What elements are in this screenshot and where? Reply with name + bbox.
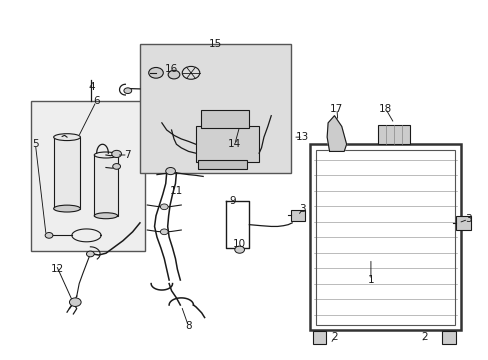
Circle shape [160, 229, 168, 235]
Text: 7: 7 [124, 150, 131, 160]
Text: 15: 15 [208, 39, 222, 49]
Text: 9: 9 [228, 197, 235, 206]
Circle shape [148, 67, 163, 78]
Ellipse shape [94, 152, 117, 158]
Circle shape [168, 70, 180, 79]
Text: 3: 3 [299, 203, 305, 213]
Bar [30, 102, 144, 251]
Bar [312, 331, 325, 343]
Text: 13: 13 [296, 132, 309, 142]
Text: 17: 17 [329, 104, 343, 113]
Bar [140, 44, 290, 173]
Text: 14: 14 [228, 139, 241, 149]
Circle shape [160, 204, 168, 210]
Text: 11: 11 [169, 186, 183, 196]
Text: 1: 1 [367, 275, 373, 285]
Bar [201, 111, 249, 128]
Bar [455, 216, 469, 230]
Text: 16: 16 [164, 64, 178, 74]
Bar [442, 331, 455, 343]
Bar [54, 137, 80, 208]
Bar [315, 150, 454, 325]
Bar [309, 144, 460, 330]
Polygon shape [326, 116, 346, 152]
Text: 18: 18 [378, 104, 391, 113]
Bar [196, 126, 259, 162]
Ellipse shape [94, 213, 117, 219]
Ellipse shape [54, 134, 80, 140]
Text: 4: 4 [88, 82, 95, 92]
Circle shape [112, 150, 121, 157]
Circle shape [86, 251, 94, 257]
Circle shape [234, 246, 244, 253]
Circle shape [69, 298, 81, 306]
Text: 6: 6 [93, 96, 100, 107]
Text: 8: 8 [185, 321, 191, 332]
Bar [377, 125, 409, 144]
Bar [198, 160, 246, 169]
Text: 3: 3 [464, 214, 470, 224]
Bar [94, 155, 117, 216]
Circle shape [123, 88, 131, 94]
Ellipse shape [54, 205, 80, 212]
Text: 2: 2 [420, 332, 427, 342]
Circle shape [165, 167, 175, 175]
Text: 2: 2 [330, 332, 337, 342]
Circle shape [113, 163, 120, 169]
Text: 5: 5 [32, 139, 39, 149]
Circle shape [45, 233, 53, 238]
Text: 10: 10 [233, 239, 245, 249]
Text: 12: 12 [51, 264, 64, 274]
Bar [290, 210, 304, 221]
